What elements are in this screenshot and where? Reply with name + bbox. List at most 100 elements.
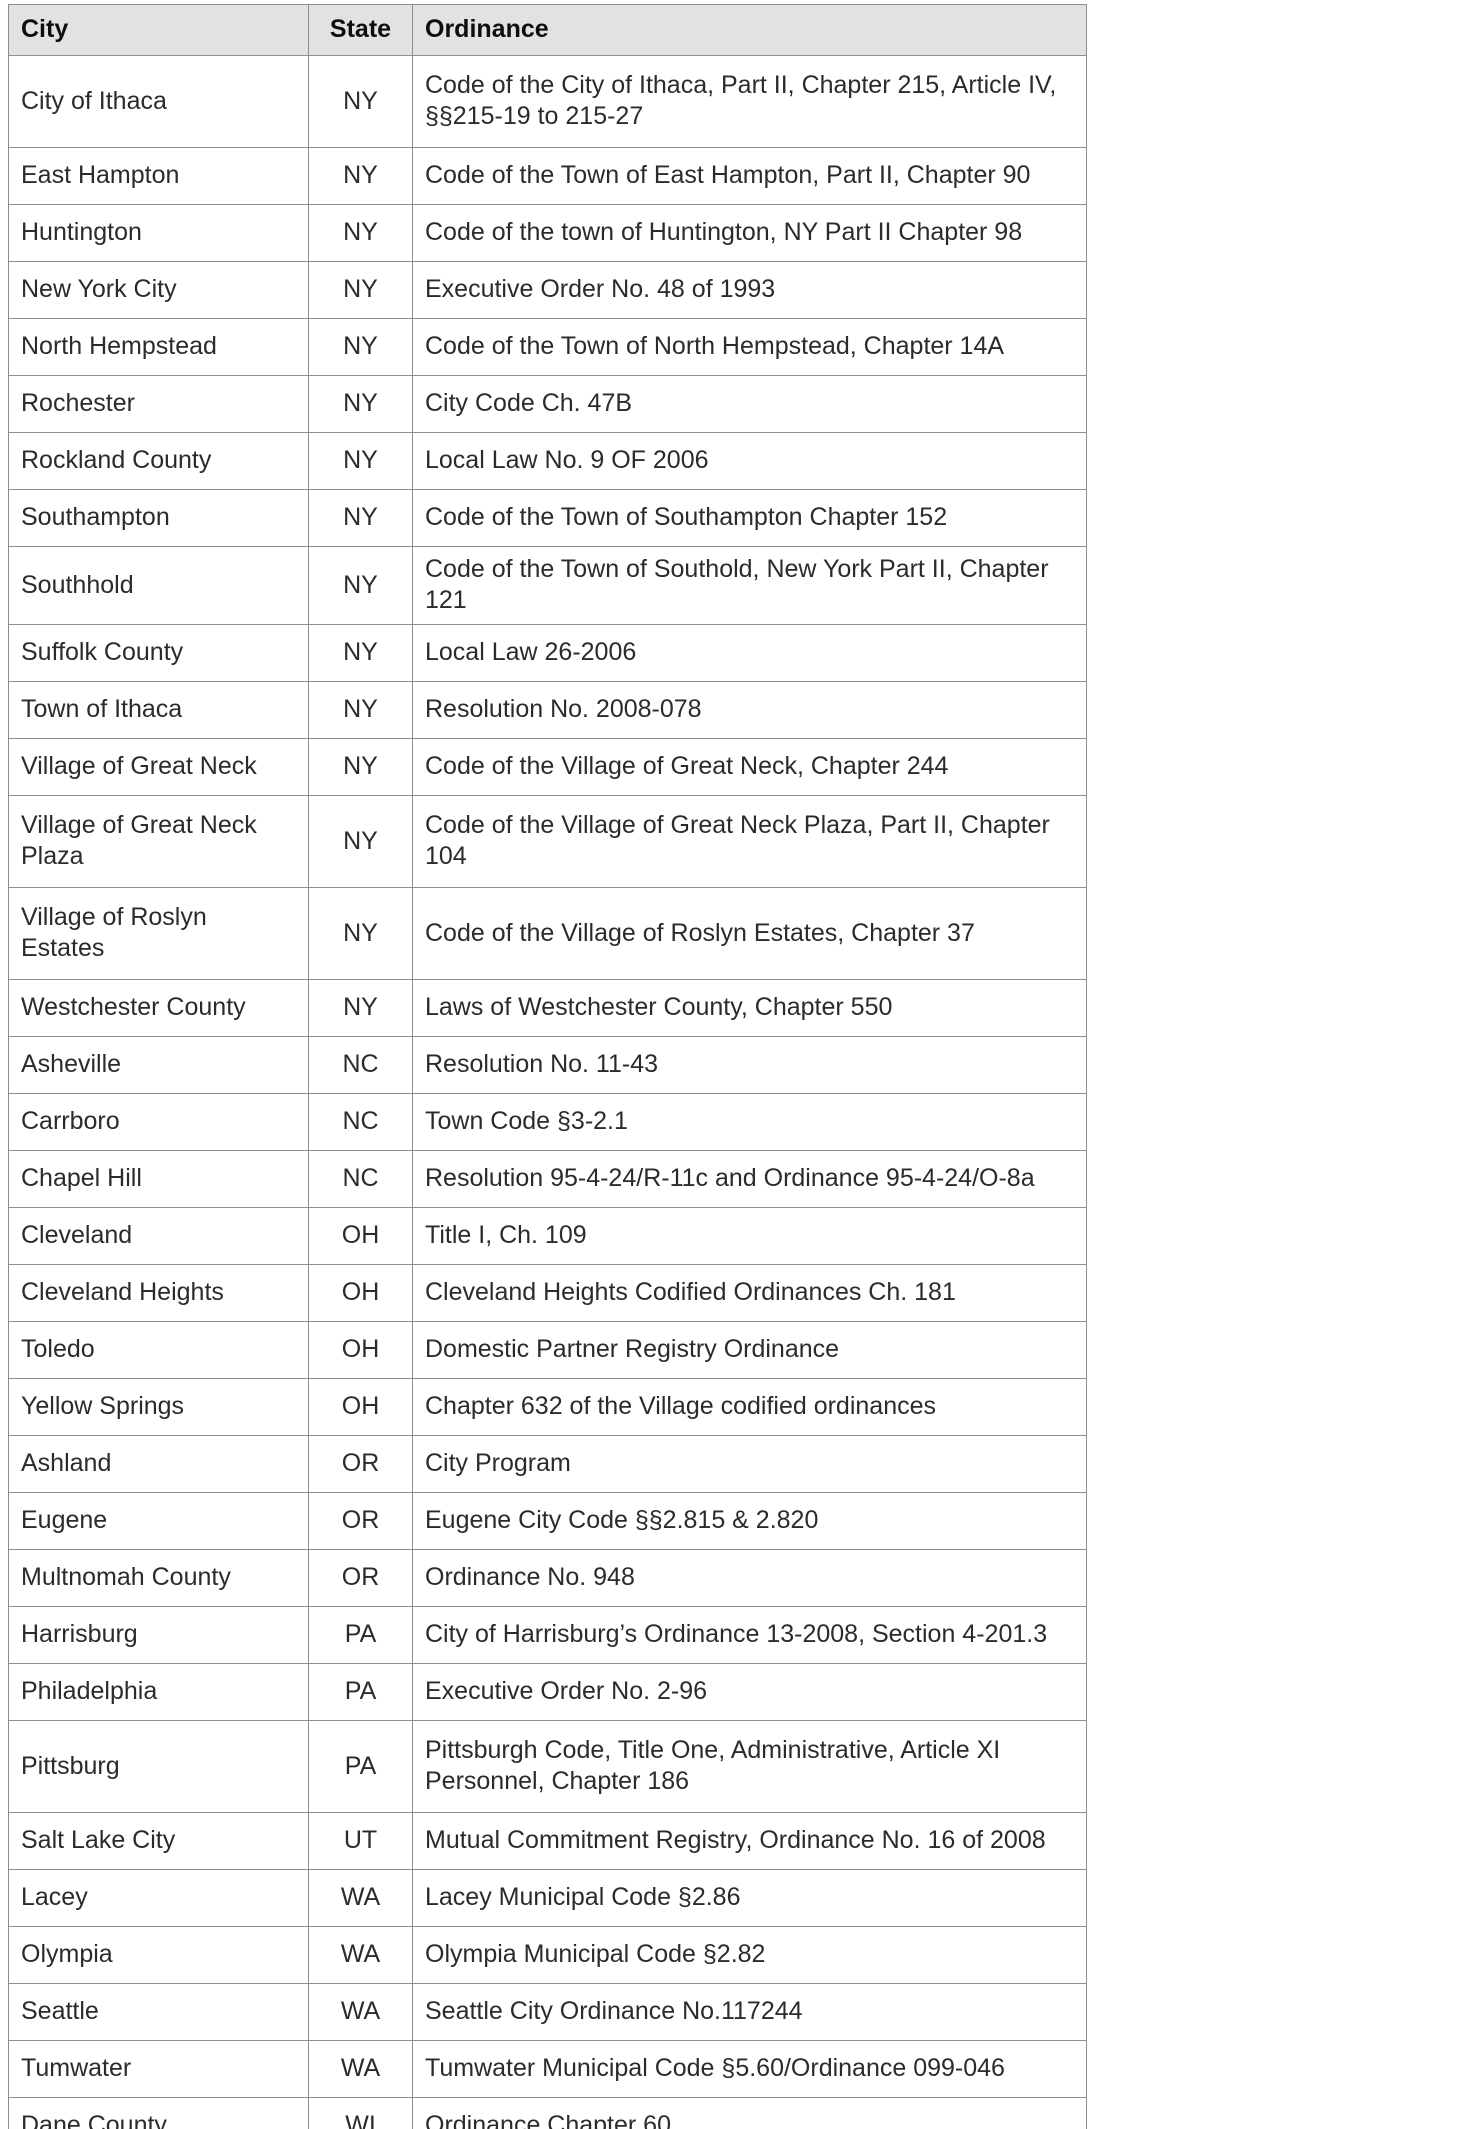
table-row: Pittsburg PA Pittsburgh Code, Title One, A…: [8, 1720, 1087, 1813]
cell-ordinance: Olympia Municipal Code §2.82: [412, 1926, 1087, 1984]
cell-ordinance: City of Harrisburg’s Ordinance 13-2008, …: [412, 1606, 1087, 1664]
cell-city: City of Ithaca: [8, 55, 309, 148]
cell-city: East Hampton: [8, 147, 309, 205]
cell-ordinance: Code of the Village of Great Neck, Chapt…: [412, 738, 1087, 796]
cell-ordinance: Code of the Town of Southampton Chapter …: [412, 489, 1087, 547]
table-header-row: City State Ordinance: [8, 4, 1087, 56]
cell-ordinance: Local Law 26-2006: [412, 624, 1087, 682]
table-row: North Hempstead NY Code of the Town of Nor…: [8, 318, 1087, 376]
cell-city: Asheville: [8, 1036, 309, 1094]
table-row: Salt Lake City UT Mutual Commitment Regist…: [8, 1812, 1087, 1870]
cell-state: NY: [308, 887, 413, 980]
column-header-city: City: [8, 4, 309, 56]
cell-ordinance: Town Code §3-2.1: [412, 1093, 1087, 1151]
table-row: Suffolk County NY Local Law 26-2006: [8, 624, 1087, 682]
table-row: Southhold NY Code of the Town of Southold,…: [8, 546, 1087, 625]
cell-state: UT: [308, 1812, 413, 1870]
table-row: Village of Roslyn Estates NY Code of the V…: [8, 887, 1087, 980]
cell-ordinance: Executive Order No. 48 of 1993: [412, 261, 1087, 319]
cell-state: OH: [308, 1264, 413, 1322]
table-row: Cleveland Heights OH Cleveland Heights Cod…: [8, 1264, 1087, 1322]
cell-city: Southhold: [8, 546, 309, 625]
cell-city: Village of Great Neck: [8, 738, 309, 796]
cell-city: Rochester: [8, 375, 309, 433]
cell-ordinance: Code of the Village of Great Neck Plaza,…: [412, 795, 1087, 888]
cell-city: Chapel Hill: [8, 1150, 309, 1208]
cell-state: PA: [308, 1663, 413, 1721]
cell-ordinance: Seattle City Ordinance No.117244: [412, 1983, 1087, 2041]
cell-ordinance: Tumwater Municipal Code §5.60/Ordinance …: [412, 2040, 1087, 2098]
table-row: Ashland OR City Program: [8, 1435, 1087, 1493]
cell-city: Salt Lake City: [8, 1812, 309, 1870]
cell-city: Seattle: [8, 1983, 309, 2041]
table-row: New York City NY Executive Order No. 48 of…: [8, 261, 1087, 319]
cell-ordinance: Code of the Town of North Hempstead, Cha…: [412, 318, 1087, 376]
ordinance-table-container: City State Ordinance City of Ithaca NY Cod…: [8, 4, 1087, 2129]
cell-state: WA: [308, 1926, 413, 1984]
cell-state: NY: [308, 261, 413, 319]
cell-ordinance: Code of the town of Huntington, NY Part …: [412, 204, 1087, 262]
cell-ordinance: Chapter 632 of the Village codified ordi…: [412, 1378, 1087, 1436]
cell-ordinance: Resolution No. 2008-078: [412, 681, 1087, 739]
table-row: Dane County WI Ordinance Chapter 60: [8, 2097, 1087, 2129]
cell-state: OR: [308, 1435, 413, 1493]
cell-state: WA: [308, 1983, 413, 2041]
cell-city: Philadelphia: [8, 1663, 309, 1721]
table-row: Village of Great Neck Plaza NY Code of the…: [8, 795, 1087, 888]
cell-state: NY: [308, 375, 413, 433]
cell-state: NY: [308, 624, 413, 682]
cell-ordinance: Code of the Village of Roslyn Estates, C…: [412, 887, 1087, 980]
cell-city: North Hempstead: [8, 318, 309, 376]
cell-city: Village of Great Neck Plaza: [8, 795, 309, 888]
cell-city: Olympia: [8, 1926, 309, 1984]
cell-city: Cleveland: [8, 1207, 309, 1265]
cell-ordinance: City Program: [412, 1435, 1087, 1493]
cell-ordinance: Eugene City Code §§2.815 & 2.820: [412, 1492, 1087, 1550]
cell-city: Pittsburg: [8, 1720, 309, 1813]
table-row: Yellow Springs OH Chapter 632 of the Villa…: [8, 1378, 1087, 1436]
cell-state: OR: [308, 1492, 413, 1550]
cell-city: New York City: [8, 261, 309, 319]
table-row: Toledo OH Domestic Partner Registry Ordina…: [8, 1321, 1087, 1379]
cell-city: Huntington: [8, 204, 309, 262]
cell-city: Rockland County: [8, 432, 309, 490]
cell-ordinance: Title I, Ch. 109: [412, 1207, 1087, 1265]
cell-ordinance: Domestic Partner Registry Ordinance: [412, 1321, 1087, 1379]
cell-ordinance: City Code Ch. 47B: [412, 375, 1087, 433]
cell-state: PA: [308, 1720, 413, 1813]
cell-ordinance: Resolution No. 11-43: [412, 1036, 1087, 1094]
table-header: City State Ordinance: [8, 4, 1087, 56]
cell-city: Dane County: [8, 2097, 309, 2129]
cell-ordinance: Local Law No. 9 OF 2006: [412, 432, 1087, 490]
column-header-ordinance: Ordinance: [412, 4, 1087, 56]
cell-city: Tumwater: [8, 2040, 309, 2098]
cell-city: Eugene: [8, 1492, 309, 1550]
cell-state: OR: [308, 1549, 413, 1607]
cell-city: Westchester County: [8, 979, 309, 1037]
table-row: City of Ithaca NY Code of the City of Itha…: [8, 55, 1087, 148]
cell-city: Village of Roslyn Estates: [8, 887, 309, 980]
cell-city: Yellow Springs: [8, 1378, 309, 1436]
table-row: Multnomah County OR Ordinance No. 948: [8, 1549, 1087, 1607]
cell-state: NC: [308, 1093, 413, 1151]
cell-ordinance: Code of the City of Ithaca, Part II, Cha…: [412, 55, 1087, 148]
cell-city: Carrboro: [8, 1093, 309, 1151]
cell-ordinance: Executive Order No. 2-96: [412, 1663, 1087, 1721]
cell-ordinance: Pittsburgh Code, Title One, Administrati…: [412, 1720, 1087, 1813]
cell-state: NC: [308, 1036, 413, 1094]
cell-state: NY: [308, 204, 413, 262]
table-row: Harrisburg PA City of Harrisburg’s Ordinan…: [8, 1606, 1087, 1664]
cell-state: NY: [308, 795, 413, 888]
cell-city: Multnomah County: [8, 1549, 309, 1607]
cell-state: NY: [308, 432, 413, 490]
cell-ordinance: Ordinance Chapter 60: [412, 2097, 1087, 2129]
table-row: Village of Great Neck NY Code of the Villa…: [8, 738, 1087, 796]
cell-state: NY: [308, 546, 413, 625]
cell-state: NY: [308, 489, 413, 547]
table-row: Southampton NY Code of the Town of Southam…: [8, 489, 1087, 547]
cell-state: WI: [308, 2097, 413, 2129]
cell-city: Cleveland Heights: [8, 1264, 309, 1322]
cell-ordinance: Code of the Town of Southold, New York P…: [412, 546, 1087, 625]
cell-state: NY: [308, 979, 413, 1037]
